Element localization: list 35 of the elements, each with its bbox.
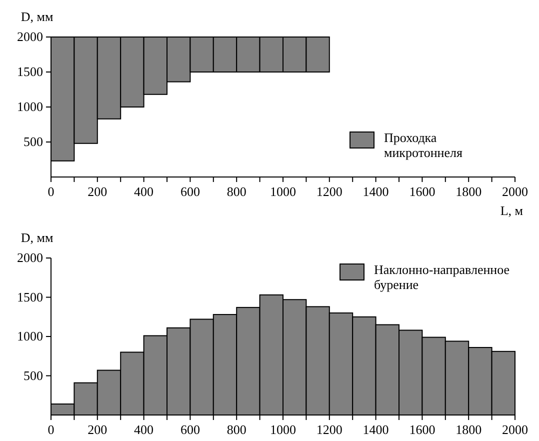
x-tick-label: 200 bbox=[88, 184, 108, 199]
x-tick-label: 600 bbox=[180, 184, 200, 199]
x-tick-label: 1000 bbox=[270, 184, 296, 199]
legend-label: Проходка микротоннеля bbox=[384, 130, 463, 160]
x-tick-label: 2000 bbox=[502, 422, 528, 437]
x-tick-label: 200 bbox=[88, 422, 108, 437]
x-tick-label: 1800 bbox=[456, 184, 482, 199]
legend-label: Наклонно-направленное бурение bbox=[374, 262, 510, 292]
y-tick-label: 2000 bbox=[17, 29, 43, 44]
x-tick-label: 800 bbox=[226, 422, 246, 437]
x-tick-label: 600 bbox=[180, 422, 200, 437]
y-tick-label: 1500 bbox=[17, 289, 43, 304]
x-tick-label: 1600 bbox=[409, 184, 436, 199]
x-tick-label: 0 bbox=[48, 184, 54, 199]
y-tick-label: 500 bbox=[24, 368, 43, 383]
y-tick-label: 1500 bbox=[17, 64, 43, 79]
x-tick-label: 0 bbox=[48, 422, 54, 437]
x-tick-label: 1400 bbox=[362, 184, 389, 199]
x-tick-label: 400 bbox=[134, 422, 154, 437]
x-tick-label: 1200 bbox=[316, 184, 342, 199]
x-tick-label: 1400 bbox=[362, 422, 389, 437]
y-axis-title: D, мм bbox=[20, 230, 54, 245]
y-tick-label: 1000 bbox=[17, 328, 43, 344]
x-tick-label: 1200 bbox=[316, 422, 342, 437]
x-tick-label: 800 bbox=[226, 184, 246, 199]
y-tick-label: 500 bbox=[24, 134, 43, 149]
y-tick-label: 2000 bbox=[17, 250, 43, 265]
y-axis-title: D, мм bbox=[20, 9, 54, 24]
y-tick-label: 1000 bbox=[17, 99, 43, 114]
x-tick-label: 1000 bbox=[270, 422, 296, 437]
x-axis-title: L, м bbox=[500, 203, 523, 218]
x-tick-label: 400 bbox=[134, 184, 154, 199]
x-tick-label: 1800 bbox=[456, 422, 482, 437]
x-tick-label: 1600 bbox=[409, 422, 436, 437]
x-tick-label: 2000 bbox=[502, 184, 528, 199]
